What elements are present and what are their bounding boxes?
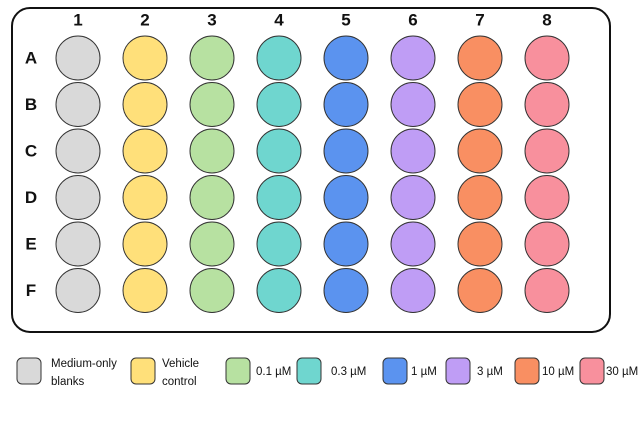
well [457,82,503,127]
row-label: A [25,48,37,67]
well [457,221,503,267]
legend-swatch [225,357,251,385]
well [122,82,168,127]
legend-label: 1 µM [411,366,437,378]
column-label: 1 [73,10,82,29]
well [256,221,302,267]
well [189,268,235,313]
well [256,268,302,313]
legend-label: blanks [51,376,84,388]
well [55,35,101,81]
well [390,268,436,313]
legend-swatch [130,357,156,385]
legend-label: 10 µM [542,366,574,378]
well [189,82,235,127]
well [457,175,503,220]
well [55,82,101,127]
legend-label: 30 µM [606,366,638,378]
column-label: 7 [475,10,484,29]
legend-swatch [514,357,540,385]
well [457,268,503,313]
legend-swatch [16,357,42,385]
well [390,175,436,220]
well [256,35,302,81]
well [256,128,302,174]
well [323,82,369,127]
well [524,128,570,174]
well [189,128,235,174]
column-label: 4 [274,10,284,29]
row-label: E [25,234,36,253]
row-label: F [26,281,36,300]
column-label: 6 [408,10,417,29]
well [189,175,235,220]
well [189,35,235,81]
legend-swatch [445,357,471,385]
well [524,268,570,313]
well [122,175,168,220]
well [390,82,436,127]
well [524,221,570,267]
well [524,175,570,220]
column-label: 5 [341,10,350,29]
well [323,175,369,220]
well [323,268,369,313]
well [55,175,101,220]
well [457,35,503,81]
well [122,35,168,81]
row-label: B [25,95,37,114]
legend-swatch [382,357,408,385]
column-label: 3 [207,10,216,29]
well [189,221,235,267]
row-label: D [25,188,37,207]
well [122,128,168,174]
well [323,35,369,81]
legend-swatch [296,357,322,385]
well [323,128,369,174]
legend-label: Medium-only [51,358,117,370]
legend-label: 0.1 µM [256,366,291,378]
well [524,35,570,81]
well [122,268,168,313]
well [256,175,302,220]
well [55,128,101,174]
plate-outline [11,7,611,333]
row-label: C [25,141,37,160]
well [256,82,302,127]
column-label: 2 [140,10,149,29]
legend-label: 0.3 µM [331,366,366,378]
legend-label: 3 µM [477,366,503,378]
well [55,221,101,267]
column-label: 8 [542,10,551,29]
well [122,221,168,267]
well [390,35,436,81]
well [457,128,503,174]
legend-label: control [162,376,197,388]
well [55,268,101,313]
well [524,82,570,127]
well [390,221,436,267]
well [390,128,436,174]
well [323,221,369,267]
legend-label: Vehicle [162,358,199,370]
legend-swatch [579,357,605,385]
